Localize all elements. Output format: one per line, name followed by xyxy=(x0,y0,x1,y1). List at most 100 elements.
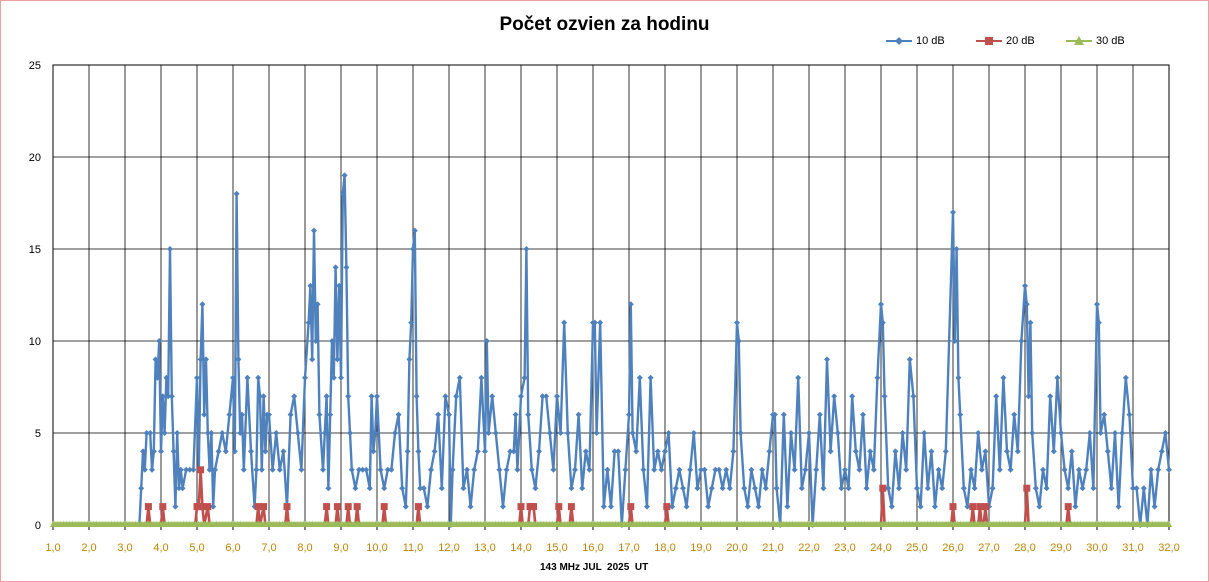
data-point-10db xyxy=(262,448,269,455)
data-point-10db xyxy=(438,485,445,492)
data-point-10db xyxy=(892,448,899,455)
data-point-10db xyxy=(896,485,902,492)
data-point-10db xyxy=(321,430,328,436)
data-point-10db xyxy=(460,485,467,492)
data-point-10db xyxy=(492,430,499,436)
data-point-10db xyxy=(343,264,350,271)
data-point-20db xyxy=(380,503,388,511)
data-point-10db xyxy=(906,356,913,363)
data-point-10db xyxy=(150,448,157,455)
data-point-10db xyxy=(780,411,787,418)
data-point-10db xyxy=(957,411,964,418)
data-point-10db xyxy=(442,393,449,400)
data-point-10db xyxy=(953,246,960,252)
data-point-10db xyxy=(712,466,719,473)
data-point-20db xyxy=(969,503,977,511)
data-point-10db xyxy=(834,430,841,436)
data-point-10db xyxy=(543,393,550,400)
data-point-10db xyxy=(885,485,892,492)
data-point-10db xyxy=(881,393,888,400)
data-point-10db xyxy=(172,503,179,510)
data-point-10db xyxy=(514,466,521,473)
data-point-10db xyxy=(838,485,845,492)
data-point-20db xyxy=(198,503,206,511)
data-point-10db xyxy=(888,503,895,510)
data-point-10db xyxy=(716,466,722,473)
data-point-10db xyxy=(372,430,379,436)
data-point-10db xyxy=(512,411,519,418)
data-point-10db xyxy=(1104,448,1111,455)
data-point-10db xyxy=(258,466,265,473)
y-tick-label: 25 xyxy=(29,60,41,72)
x-tick-label: 19,0 xyxy=(690,542,711,554)
data-point-10db xyxy=(348,466,355,473)
y-tick-label: 5 xyxy=(35,428,41,440)
data-point-10db xyxy=(744,503,751,510)
data-point-10db xyxy=(1148,466,1154,473)
data-point-10db xyxy=(474,448,481,455)
data-point-10db xyxy=(287,411,294,418)
data-point-10db xyxy=(485,430,492,436)
data-point-10db xyxy=(748,466,755,473)
data-point-10db xyxy=(208,430,215,436)
data-point-10db xyxy=(597,319,604,326)
data-point-10db xyxy=(831,393,838,400)
data-point-10db xyxy=(1014,448,1021,455)
data-point-10db xyxy=(1086,430,1093,436)
data-point-10db xyxy=(1036,503,1043,510)
data-point-10db xyxy=(1151,503,1158,510)
data-point-10db xyxy=(428,466,434,473)
data-point-10db xyxy=(417,485,424,492)
data-point-10db xyxy=(554,393,560,400)
data-point-10db xyxy=(523,246,530,252)
x-axis-title: 143 MHz JUL 2025 UT xyxy=(540,562,649,573)
data-point-10db xyxy=(244,374,251,381)
data-point-10db xyxy=(368,393,375,400)
x-tick-label: 32,0 xyxy=(1158,542,1179,554)
data-point-20db xyxy=(159,503,167,511)
x-tick-label: 2,0 xyxy=(81,542,96,554)
data-point-10db xyxy=(1122,374,1129,381)
data-point-10db xyxy=(608,503,614,510)
data-point-10db xyxy=(1018,338,1025,344)
data-point-20db xyxy=(555,503,563,511)
data-point-10db xyxy=(647,374,654,381)
data-point-10db xyxy=(170,448,177,455)
data-point-10db xyxy=(546,430,553,436)
data-point-10db xyxy=(339,190,346,197)
data-point-10db xyxy=(152,356,159,363)
data-point-10db xyxy=(921,430,928,436)
data-point-10db xyxy=(453,393,460,400)
data-point-10db xyxy=(212,466,218,473)
data-point-10db xyxy=(230,374,236,381)
data-point-10db xyxy=(415,448,422,455)
data-point-10db xyxy=(233,190,240,197)
data-point-10db xyxy=(1054,374,1061,381)
data-point-10db xyxy=(852,448,859,455)
data-point-10db xyxy=(719,485,726,492)
data-point-20db xyxy=(197,466,205,474)
data-point-10db xyxy=(147,430,154,436)
data-point-10db xyxy=(1155,466,1162,473)
series-line-10db xyxy=(53,174,1171,527)
data-point-10db xyxy=(156,338,163,344)
data-point-10db xyxy=(478,374,485,381)
data-point-10db xyxy=(550,466,557,473)
data-point-10db xyxy=(1126,411,1133,418)
data-point-10db xyxy=(374,393,380,400)
x-tick-label: 16,0 xyxy=(582,542,603,554)
data-point-10db xyxy=(849,393,856,400)
data-point-10db xyxy=(683,503,690,510)
data-point-10db xyxy=(582,448,589,455)
data-point-10db xyxy=(240,466,247,473)
data-point-10db xyxy=(626,411,632,418)
data-point-10db xyxy=(1068,448,1075,455)
data-point-10db xyxy=(1047,393,1054,400)
data-point-10db xyxy=(525,411,532,418)
x-tick-label: 6,0 xyxy=(225,542,240,554)
data-point-10db xyxy=(1023,301,1030,308)
data-point-10db xyxy=(1108,485,1115,492)
data-point-10db xyxy=(1112,430,1118,436)
data-point-10db xyxy=(636,374,643,381)
